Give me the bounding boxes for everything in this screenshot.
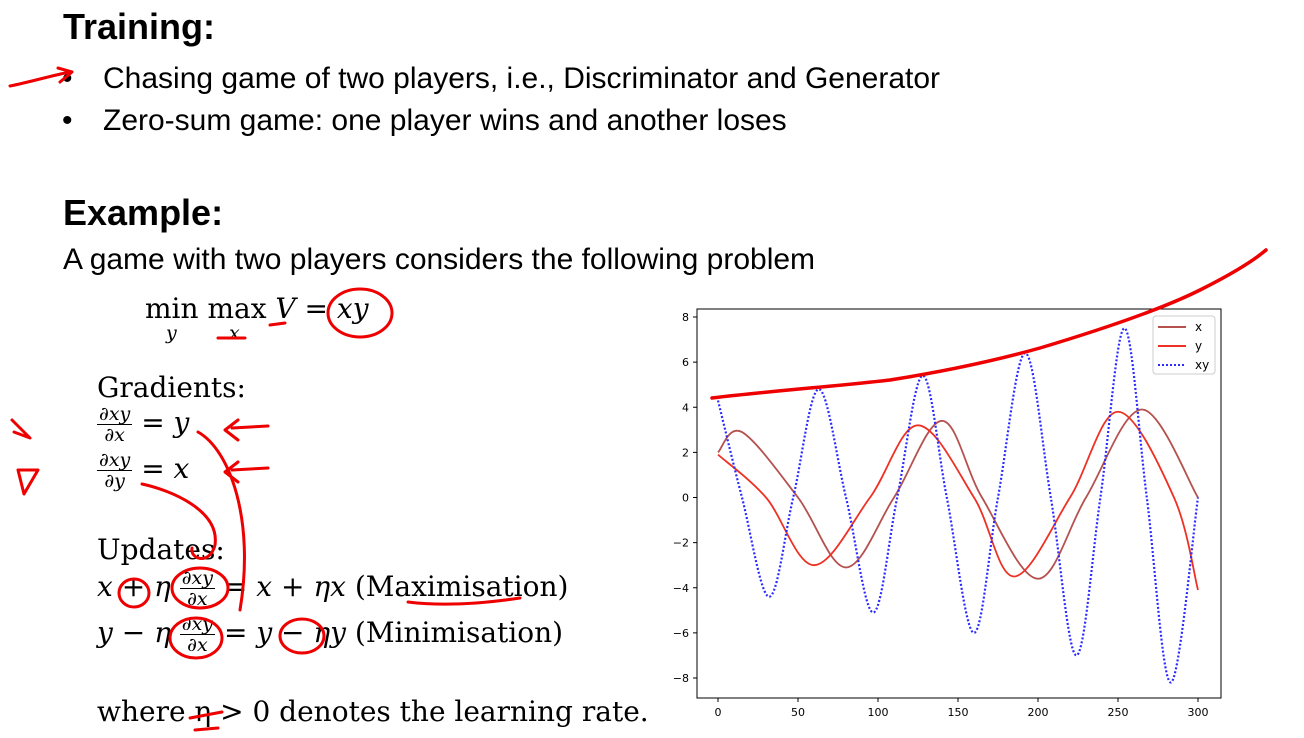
envelope-annotation: [710, 248, 1268, 400]
underline-annotation: [216, 321, 287, 340]
max-subscript: x: [229, 322, 240, 344]
y-tick-label: 4: [682, 401, 689, 414]
maximisation-note: (Maximisation): [354, 570, 569, 603]
circle-annotation: [117, 577, 151, 609]
underline-annotation: [406, 596, 522, 606]
updates-label: Updates:: [97, 533, 225, 566]
y-tick-label: −6: [673, 627, 689, 640]
series-line-xy: [716, 327, 1200, 684]
x-tick-label: 200: [1028, 706, 1049, 719]
fraction: ∂xy ∂y: [97, 449, 133, 492]
arrow-annotation: [8, 66, 74, 88]
example-heading: Example:: [63, 192, 224, 233]
circle-annotation: [278, 617, 326, 655]
x-tick-label: 150: [948, 706, 969, 719]
y-tick-label: −8: [673, 672, 689, 685]
bullet-item: Chasing game of two players, i.e., Discr…: [62, 58, 940, 100]
y-tick-label: −4: [673, 582, 689, 595]
y-tick-label: −2: [673, 537, 689, 550]
gradient-x: ∂xy ∂x = y: [97, 404, 189, 445]
x-tick-label: 250: [1108, 706, 1129, 719]
fraction: ∂xy ∂x: [179, 567, 216, 610]
circle-annotation: [168, 616, 224, 660]
y-tick-label: 0: [682, 492, 689, 505]
y-update: y − η ∂xy ∂x = y − ηy (Minimisation): [97, 613, 564, 656]
legend-label-xy: xy: [1195, 358, 1209, 372]
circle-annotation: [170, 566, 230, 610]
objective-eq: =: [304, 292, 329, 325]
min-subscript: y: [166, 322, 177, 344]
gradient-x-result: = y: [141, 406, 190, 439]
tick-group: 0 50 100 150 200 250 300 −8 −6 −4 −2 0 2 4 6 8: [673, 311, 1209, 719]
x-tick-label: 100: [868, 706, 889, 719]
fraction: ∂xy ∂x: [97, 403, 133, 446]
bullet-item: Zero-sum game: one player wins and anoth…: [62, 100, 940, 142]
legend: x y xy: [1152, 315, 1216, 375]
x-tick-label: 0: [715, 706, 722, 719]
underline-annotation: [188, 710, 224, 732]
x-update: x + η ∂xy ∂x = x + ηx (Maximisation): [97, 567, 569, 610]
arrow-annotation: [140, 430, 246, 612]
series-line-y: [717, 410, 1199, 591]
max-operator: max: [207, 292, 267, 325]
objective-rhs: xy: [336, 292, 369, 325]
y-tick-label: 6: [682, 356, 689, 369]
minimisation-note: (Minimisation): [354, 616, 564, 649]
plot-frame: [696, 308, 1222, 699]
legend-label-y: y: [1195, 339, 1202, 353]
gradient-y: ∂xy ∂y = x: [97, 450, 189, 491]
training-bullet-list: Chasing game of two players, i.e., Discr…: [62, 58, 940, 142]
y-tick-label: 8: [682, 311, 689, 324]
training-heading: Training:: [63, 6, 215, 47]
legend-label-x: x: [1195, 320, 1202, 334]
series-line-x: [717, 408, 1199, 580]
arrow-annotation: [223, 418, 270, 484]
gradient-y-result: = x: [141, 452, 190, 485]
learning-rate-note: where η > 0 denotes the learning rate.: [97, 695, 649, 728]
gradients-label: Gradients:: [97, 371, 246, 404]
min-operator: min: [145, 292, 199, 325]
series-group: [716, 327, 1200, 684]
objective-lhs: V: [275, 292, 296, 325]
circle-annotation: [326, 287, 394, 339]
objective-equation: min max V = xy: [145, 292, 369, 325]
gradient-symbol-annotation: [10, 418, 40, 496]
x-tick-label: 300: [1188, 706, 1209, 719]
example-intro: A game with two players considers the fo…: [63, 243, 816, 276]
annotation-marks: [8, 66, 1268, 732]
x-tick-label: 50: [791, 706, 805, 719]
y-tick-label: 2: [682, 446, 689, 459]
